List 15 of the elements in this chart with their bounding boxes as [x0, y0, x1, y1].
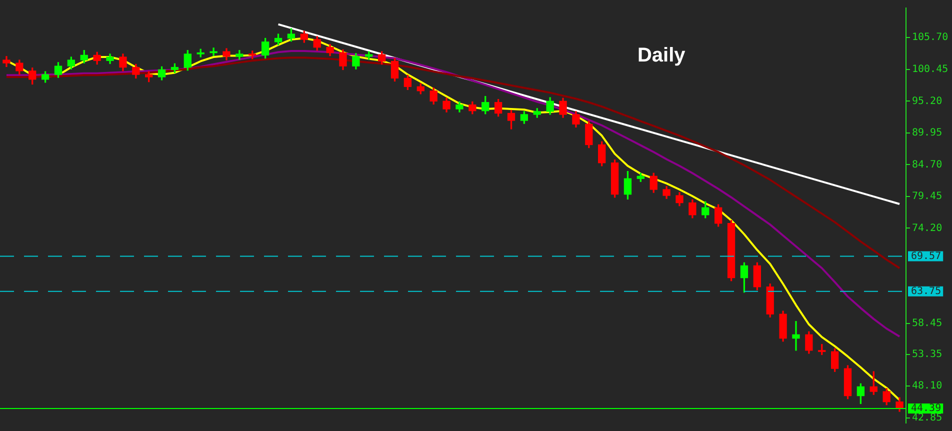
- y-tick-label: 58.45: [912, 318, 942, 330]
- y-tick-label: 105.70: [912, 32, 948, 44]
- y-tick-label: 84.70: [912, 159, 942, 170]
- y-tick-label: 100.45: [912, 64, 948, 75]
- y-tick-label: 79.45: [912, 191, 942, 202]
- y-tick-label: 74.20: [912, 222, 942, 234]
- annotation: Daily: [637, 44, 686, 67]
- ref-line-label: 44.39: [911, 403, 942, 414]
- ref-line-label: 69.57: [911, 250, 942, 262]
- y-tick-label: 95.20: [912, 96, 942, 107]
- ref-line-label: 63.75: [911, 286, 942, 298]
- y-tick-label: 89.95: [912, 128, 942, 139]
- y-tick-label: 42.85: [912, 412, 942, 424]
- y-tick-label: 48.10: [912, 380, 942, 392]
- y-tick-label: 53.35: [912, 348, 942, 360]
